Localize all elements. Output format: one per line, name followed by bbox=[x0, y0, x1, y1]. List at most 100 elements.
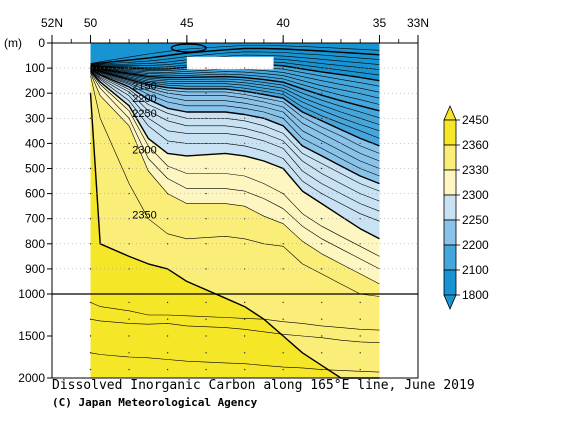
colorbar: 2450 2360 2330 2300 2250 2200 2100 1800 bbox=[443, 104, 489, 311]
x-tick-label: 45 bbox=[180, 16, 194, 30]
colorbar-band bbox=[443, 219, 457, 246]
contour-2140 bbox=[90, 65, 380, 105]
x-tick-label: 40 bbox=[276, 16, 290, 30]
sample-dot bbox=[205, 117, 207, 120]
sample-dot bbox=[282, 167, 284, 170]
sample-dot bbox=[205, 243, 207, 245]
x-tick-label: 33N bbox=[407, 16, 429, 30]
sample-dot bbox=[128, 142, 130, 145]
y-tick-label: 100 bbox=[25, 61, 45, 75]
sample-dot bbox=[166, 67, 169, 69]
contour-2200 bbox=[90, 66, 380, 147]
no-data-patch bbox=[186, 56, 274, 70]
sample-dot bbox=[128, 117, 130, 120]
sample-dot bbox=[205, 218, 207, 220]
sample-dot bbox=[128, 218, 130, 220]
sample-dot bbox=[282, 301, 284, 304]
sample-dot bbox=[89, 117, 92, 120]
contour-2290 bbox=[90, 70, 380, 222]
sample-dot bbox=[205, 142, 207, 145]
colorbar-band bbox=[443, 244, 457, 271]
sample-dot bbox=[128, 67, 130, 69]
sample-dot bbox=[89, 67, 92, 69]
contour-2310 bbox=[90, 71, 380, 257]
sample-dot bbox=[128, 243, 130, 245]
sample-dot bbox=[89, 92, 92, 94]
sample-dot bbox=[359, 301, 361, 304]
contour-label: 2250 bbox=[132, 108, 156, 120]
sample-dot bbox=[320, 117, 323, 120]
y-tick-label: 1500 bbox=[18, 329, 45, 343]
x-tick-label: 52N bbox=[41, 16, 63, 30]
colorbar-band bbox=[443, 194, 457, 221]
sample-dot bbox=[205, 318, 207, 320]
contour-2250 bbox=[90, 68, 380, 185]
sample-dot bbox=[89, 301, 92, 304]
y-tick-label: 400 bbox=[25, 136, 45, 150]
sample-dot bbox=[205, 167, 207, 170]
colorbar-band bbox=[443, 119, 457, 146]
sample-dot bbox=[166, 167, 169, 170]
sample-dot bbox=[320, 368, 323, 371]
sample-dot bbox=[243, 335, 246, 337]
sample-dot bbox=[359, 318, 361, 320]
contour-2240 bbox=[90, 68, 380, 177]
sample-dot bbox=[282, 218, 284, 220]
sample-dot bbox=[205, 368, 207, 371]
contour-2120 bbox=[90, 65, 380, 93]
contour-2150 bbox=[90, 65, 380, 112]
sample-dot bbox=[128, 92, 130, 94]
contour-2070 bbox=[90, 54, 380, 66]
sample-dot bbox=[359, 368, 361, 371]
sample-dot bbox=[320, 318, 323, 320]
colorbar-label: 2200 bbox=[462, 238, 489, 252]
sample-dot bbox=[282, 192, 284, 195]
contour-2320 bbox=[90, 72, 380, 270]
y-tick-label: 200 bbox=[25, 86, 45, 100]
sample-dot bbox=[128, 192, 130, 195]
contour-label: 2350 bbox=[132, 210, 156, 222]
sample-dot bbox=[89, 167, 92, 170]
contour-2280 bbox=[90, 69, 380, 212]
sample-dot bbox=[166, 352, 169, 354]
y-tick-label: 800 bbox=[25, 237, 45, 251]
y-tick-label: 900 bbox=[25, 262, 45, 276]
sample-dot bbox=[243, 301, 246, 304]
sample-dot bbox=[282, 318, 284, 320]
sample-dot bbox=[166, 142, 169, 145]
colorbar-label: 2250 bbox=[462, 213, 489, 227]
colorbar-band bbox=[443, 269, 457, 296]
sample-dot bbox=[89, 268, 92, 270]
depth-axis: 0 100 200 300 400 500 600 700 800 900 1000 1500 2000… bbox=[4, 36, 52, 385]
y-tick-label: 600 bbox=[25, 187, 45, 201]
contour-2040 bbox=[90, 45, 380, 64]
sample-dot bbox=[359, 352, 361, 354]
sample-dot bbox=[89, 352, 92, 354]
sample-dot bbox=[166, 92, 169, 94]
sample-dot bbox=[128, 167, 130, 170]
colorbar-band bbox=[443, 144, 457, 171]
sample-dot bbox=[320, 218, 323, 220]
colorbar-label: 1800 bbox=[462, 288, 489, 302]
contour-2130 bbox=[90, 65, 380, 99]
colorbar-band bbox=[443, 169, 457, 196]
sample-dot bbox=[205, 352, 207, 354]
sample-dot bbox=[282, 368, 284, 371]
contour-2190 bbox=[90, 67, 380, 139]
sample-dot bbox=[205, 335, 207, 337]
sample-dot bbox=[320, 167, 323, 170]
y-unit-label: (m) bbox=[4, 36, 22, 50]
y-tick-label: 2000 bbox=[18, 371, 45, 385]
colorbar-label: 2360 bbox=[462, 138, 489, 152]
sample-dot bbox=[166, 218, 169, 220]
colorbar-label: 2450 bbox=[462, 113, 489, 127]
sample-dot bbox=[320, 92, 323, 94]
sample-dot bbox=[282, 352, 284, 354]
sample-dot bbox=[320, 67, 323, 69]
plot-frame bbox=[51, 42, 419, 379]
chart-title: Dissolved Inorganic Carbon along 165°E l… bbox=[52, 378, 475, 393]
sample-dot bbox=[89, 218, 92, 220]
colorbar-label: 2300 bbox=[462, 188, 489, 202]
sample-dot bbox=[128, 268, 130, 270]
